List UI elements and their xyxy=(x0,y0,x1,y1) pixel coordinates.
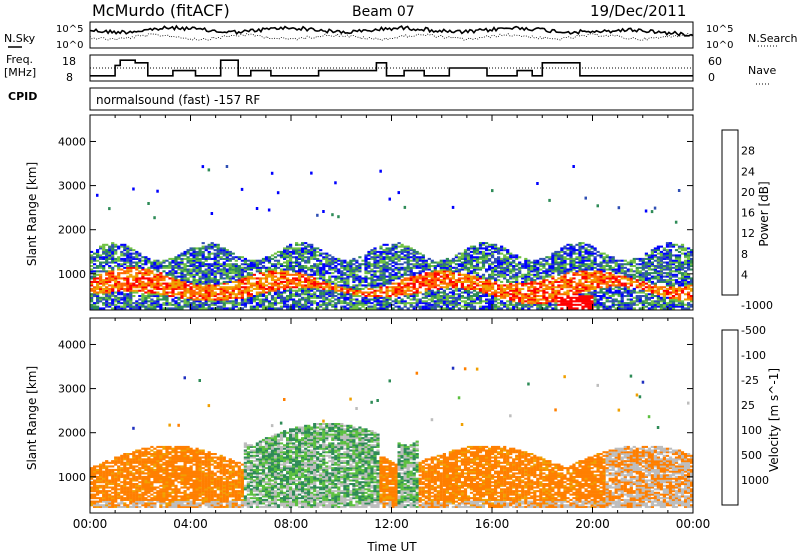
velocity-colorbar-tick: 1000 xyxy=(741,474,769,487)
nsky-trace xyxy=(89,24,694,37)
nsky-label: N.Sky xyxy=(4,32,36,45)
power-colorbar xyxy=(721,129,739,296)
velocity-colorbar-frame xyxy=(721,329,739,506)
noise-left-tick-bottom: 10^0 xyxy=(56,40,83,51)
freq-label-1: Freq. xyxy=(6,53,33,66)
velocity-xtick-label: 20:00 xyxy=(575,517,610,531)
power-colorbar-tick: 24 xyxy=(741,165,755,178)
velocity-x-ticks: 00:00 04:00 08:00 12:00 16:00 20:00 00:00 xyxy=(73,318,711,531)
power-ytick-label: 1000 xyxy=(58,268,86,281)
nsearch-trace xyxy=(89,32,694,42)
noise-left-tick-top: 10^5 xyxy=(56,24,83,35)
power-colorbar-tick: 16 xyxy=(741,207,755,220)
power-ytick-label: 3000 xyxy=(58,180,86,193)
velocity-colorbar-tick: -25 xyxy=(741,374,759,387)
velocity-ytick-label: 4000 xyxy=(58,338,86,351)
velocity-colorbar-tick: -1000 xyxy=(741,299,773,312)
velocity-colorbar-tick: -100 xyxy=(741,349,766,362)
velocity-colorbar xyxy=(721,329,739,506)
velocity-ytick-label: 3000 xyxy=(58,383,86,396)
velocity-ytick-label: 1000 xyxy=(58,471,86,484)
velocity-colorbar-tick: 25 xyxy=(741,399,755,412)
freq-trace xyxy=(90,59,693,77)
velocity-y-ticks: 1000 2000 3000 4000 xyxy=(58,338,693,484)
cpid-text: normalsound (fast) -157 RF xyxy=(96,93,260,107)
velocity-colorbar-tick: 100 xyxy=(741,424,762,437)
x-axis-title: Time UT xyxy=(366,540,417,554)
velocity-heatmap-cells xyxy=(90,366,694,508)
power-colorbar-frame xyxy=(721,129,739,296)
velocity-xtick-label: 12:00 xyxy=(374,517,409,531)
nave-label: Nave xyxy=(748,64,776,77)
beam-title: Beam 07 xyxy=(352,4,415,20)
noise-right-tick-top: 10^5 xyxy=(706,24,733,35)
velocity-xtick-label: 08:00 xyxy=(274,517,309,531)
velocity-colorbar-tick: 500 xyxy=(741,449,762,462)
cpid-panel-frame xyxy=(89,87,694,111)
velocity-ytick-label: 2000 xyxy=(58,427,86,440)
power-ytick-label: 2000 xyxy=(58,224,86,237)
velocity-xtick-label: 04:00 xyxy=(173,517,208,531)
power-heatmap-cells xyxy=(90,165,694,310)
power-colorbar-tick: 28 xyxy=(741,145,755,158)
velocity-xtick-label: 16:00 xyxy=(475,517,510,531)
velocity-xtick-label: 00:00 xyxy=(73,517,108,531)
nsearch-label: N.Search xyxy=(748,32,798,45)
noise-panel-frame xyxy=(89,21,694,49)
power-colorbar-label: Power [dB] xyxy=(757,181,771,246)
power-colorbar-tick: 8 xyxy=(741,248,748,261)
power-colorbar-ticks: 4 8 12 16 20 24 28 xyxy=(741,145,755,282)
power-y-ticks: 1000 2000 3000 4000 xyxy=(58,135,693,281)
freq-right-tick-top: 60 xyxy=(708,55,722,68)
velocity-colorbar-tick: -500 xyxy=(741,324,766,337)
velocity-colorbar-ticks: 1000 500 100 25 -25 -100 -500 -1000 xyxy=(741,299,773,487)
station-title: McMurdo (fitACF) xyxy=(92,1,230,20)
noise-right-tick-bottom: 10^0 xyxy=(706,40,733,51)
velocity-colorbar-label: Velocity [m s^-1] xyxy=(767,368,781,472)
cpid-label: CPID xyxy=(8,90,37,103)
freq-left-tick-top: 18 xyxy=(62,55,76,68)
power-x-ticks xyxy=(89,115,694,310)
freq-right-tick-bottom: 0 xyxy=(708,71,715,84)
power-colorbar-tick: 20 xyxy=(741,186,755,199)
velocity-ylabel: Slant Range [km] xyxy=(25,366,39,470)
power-colorbar-tick: 12 xyxy=(741,227,755,240)
freq-left-tick-bottom: 8 xyxy=(66,71,73,84)
power-ylabel: Slant Range [km] xyxy=(25,162,39,266)
freq-label-2: [MHz] xyxy=(4,66,36,79)
date-title: 19/Dec/2011 xyxy=(590,2,686,20)
power-colorbar-tick: 4 xyxy=(741,268,748,281)
velocity-xtick-label: 00:00 xyxy=(676,517,711,531)
power-ytick-label: 4000 xyxy=(58,135,86,148)
